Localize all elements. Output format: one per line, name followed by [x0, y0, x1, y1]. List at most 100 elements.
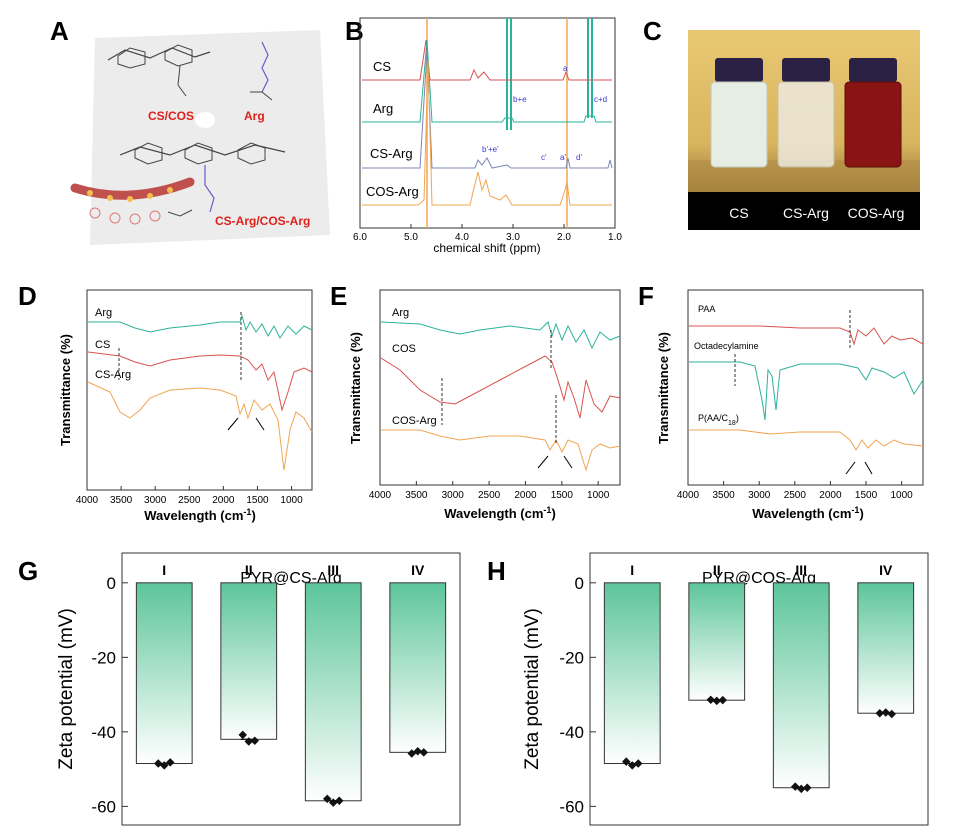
ftir-tick-label: 2000	[819, 490, 842, 501]
data-point	[413, 746, 422, 756]
nmr-tick-label: 1.0	[608, 232, 622, 243]
ftir-tick-label: 2500	[478, 490, 501, 501]
ftir-e-arrow-1	[537, 455, 549, 469]
chart-frame	[121, 552, 461, 826]
cs-ring-2	[164, 44, 193, 67]
arg-structure	[261, 41, 269, 93]
ftir-tick-label: 1000	[587, 490, 610, 501]
zeta-chart-cs-arg: Zeta potential (mV)PYR@CS-Arg0-20-40-60I…	[56, 552, 461, 826]
panel-d-ylabel: Transmittance (%)	[58, 334, 73, 446]
bar-category-label: II	[245, 562, 253, 578]
nmr-label-cs-arg: CS-Arg	[370, 146, 413, 161]
chart-y-tick-label: -40	[559, 723, 584, 742]
vial-cap-cs	[715, 58, 763, 82]
ftir-e-arrow-2	[563, 455, 573, 469]
membrane-charge-3	[129, 213, 141, 225]
membrane-dot-2	[107, 195, 113, 201]
ftir-tick-label: 1500	[246, 495, 269, 506]
ftir-tick-label: 3000	[748, 490, 771, 501]
vial-label-cs: CS	[729, 205, 748, 221]
panel-d-xlabel: Wavelength (cm-1)	[144, 507, 256, 523]
vial-label-cs-arg: CS-Arg	[783, 205, 829, 221]
ftir-tick-label: 3500	[712, 490, 735, 501]
nmr-label-cs: CS	[373, 59, 391, 74]
panel-d-frame	[86, 289, 313, 491]
chart-frame	[589, 552, 929, 826]
chart-y-tick-label: -20	[559, 648, 584, 667]
chart-y-tick-label: 0	[575, 574, 584, 593]
nmr-trace-cos-arg	[362, 59, 612, 206]
nmr-tick-label: 6.0	[353, 232, 367, 243]
ftir-f-arrow-1	[845, 461, 856, 475]
chart-ylabel: Zeta potential (mV)	[522, 608, 543, 770]
ftir-e-trace-cos-arg	[381, 429, 621, 472]
zeta-bar	[389, 582, 447, 753]
ftir-tick-label: 4000	[677, 490, 700, 501]
panel-letter-b: B	[345, 16, 364, 46]
ftir-d-label-cs-arg: CS-Arg	[95, 369, 131, 381]
panel-e-x-ticks: 4000 3500 3000 2500 2000 1500 1000	[369, 481, 610, 501]
panel-e-ftir: Transmittance (%) Arg COS COS-Arg 4000 35…	[348, 289, 621, 521]
panel-f-x-ticks: 4000 3500 3000 2500 2000 1500 1000	[677, 481, 913, 501]
data-point	[335, 796, 344, 806]
nmr-tick-label: 5.0	[404, 232, 418, 243]
panel-b-x-ticks: 6.0 5.0 4.0 3.0 2.0 1.0	[353, 224, 622, 243]
chart-y-tick-label: -60	[91, 797, 116, 816]
ftir-f-trace-paa	[689, 325, 924, 346]
panel-letter-e: E	[330, 281, 347, 311]
ftir-d-trace-cs-arg	[87, 381, 313, 471]
data-point	[718, 695, 727, 705]
vial-cos-arg	[844, 81, 902, 168]
peak-label-b-e: b+e	[513, 95, 527, 104]
chart-y-tick-label: -40	[91, 723, 116, 742]
zeta-bar	[220, 582, 278, 740]
arg-guanidine	[250, 91, 273, 101]
ftir-d-arrow-2	[255, 417, 265, 431]
bar-category-label: III	[327, 562, 339, 578]
zeta-bar	[772, 582, 830, 789]
panel-e-ylabel: Transmittance (%)	[348, 332, 363, 444]
panel-b-nmr: CS Arg CS-Arg COS-Arg b+e c+d a b'+e' c'…	[353, 17, 622, 255]
zeta-chart-cos-arg: Zeta potential (mV)PYR@COS-Arg0-20-40-60…	[522, 552, 929, 826]
ftir-e-label-arg: Arg	[392, 307, 409, 319]
cs-arg-guanidine	[167, 209, 193, 217]
peak-label-c-d: c+d	[594, 95, 607, 104]
bar-category-label: I	[630, 562, 634, 578]
data-point	[622, 757, 631, 766]
data-point	[634, 759, 643, 768]
membrane-dot-3	[127, 196, 133, 202]
panel-f-frame	[687, 289, 924, 486]
panel-letter-d: D	[18, 281, 37, 311]
ftir-e-label-cos-arg: COS-Arg	[392, 415, 437, 427]
ftir-tick-label: 1000	[891, 490, 914, 501]
panel-letter-h: H	[487, 556, 506, 586]
cs-cos-label: CS/COS	[148, 109, 194, 123]
panel-letter-f: F	[638, 281, 654, 311]
ftir-e-trace-arg	[380, 321, 621, 350]
membrane-dot-5	[167, 187, 173, 193]
panel-a-background	[90, 30, 330, 245]
panel-f-xlabel: Wavelength (cm-1)	[752, 505, 864, 521]
ftir-f-arrow-2	[864, 461, 873, 475]
panel-letter-a: A	[50, 16, 69, 46]
zeta-bar	[304, 582, 362, 802]
membrane-charge-2	[109, 212, 121, 224]
ftir-tick-label: 3500	[405, 490, 428, 501]
cs-arg-ring-3	[237, 142, 266, 165]
ftir-tick-label: 4000	[369, 490, 392, 501]
panel-letter-c: C	[643, 16, 662, 46]
arg-label: Arg	[244, 109, 265, 123]
data-point	[887, 709, 896, 719]
zeta-bar	[603, 582, 661, 765]
chart-y-tick-label: -60	[559, 797, 584, 816]
ftir-f-trace-paa-c18	[689, 429, 924, 451]
nmr-tick-label: 3.0	[506, 232, 520, 243]
vial-cap-cs-arg	[782, 58, 830, 82]
panel-b-frame	[359, 17, 616, 229]
ftir-d-trace-cs	[87, 351, 313, 412]
cs-ring-1	[117, 47, 146, 69]
panel-d-x-ticks: 4000 3500 3000 2500 2000 1500 1000	[76, 486, 303, 506]
ftir-f-trace-octadecylamine	[689, 361, 924, 421]
membrane-charge-4	[149, 210, 161, 222]
data-point	[803, 783, 812, 792]
